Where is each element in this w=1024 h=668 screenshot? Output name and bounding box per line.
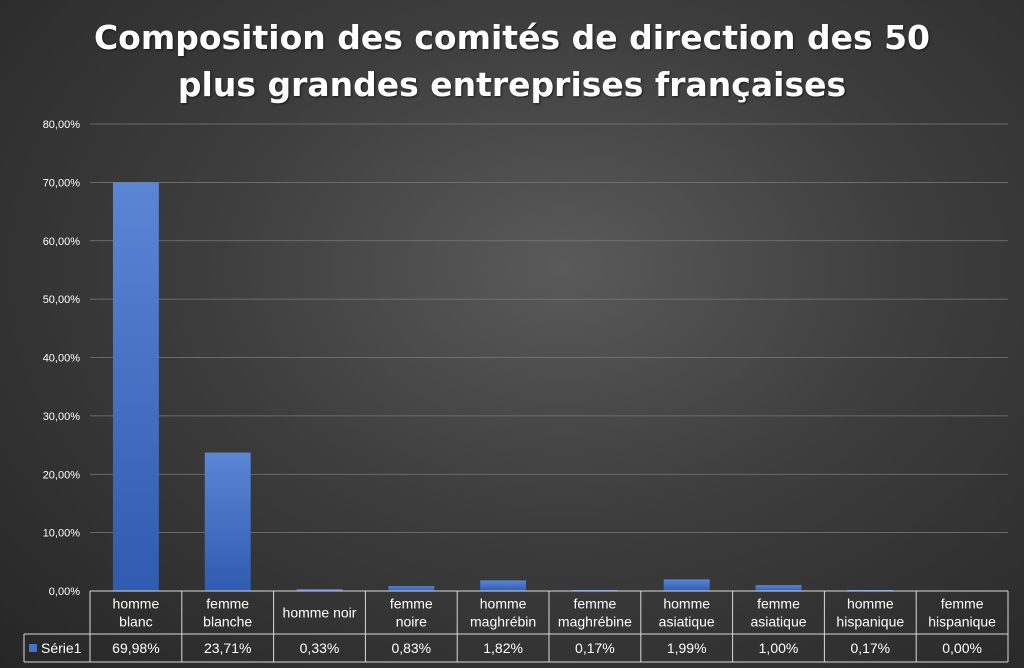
table-value: 0,33%	[300, 640, 340, 656]
category-label: blanc	[119, 614, 152, 630]
table-value: 23,71%	[204, 640, 251, 656]
table-value: 0,17%	[850, 640, 890, 656]
category-label: maghrébin	[470, 614, 536, 630]
bar	[204, 452, 251, 591]
y-tick-label: 80,00%	[43, 119, 81, 131]
category-label: homme	[663, 596, 710, 612]
category-label: homme	[480, 596, 527, 612]
y-tick-label: 70,00%	[43, 177, 81, 189]
table-value: 69,98%	[112, 640, 159, 656]
category-label: blanche	[203, 614, 252, 630]
y-tick-label: 50,00%	[43, 294, 81, 306]
table-value: 1,99%	[667, 640, 707, 656]
category-label: maghrébine	[558, 614, 632, 630]
category-label: homme	[847, 596, 894, 612]
table-value: 0,83%	[391, 640, 431, 656]
table-value: 0,17%	[575, 640, 615, 656]
bar	[663, 579, 710, 591]
category-label: femme	[574, 596, 617, 612]
category-label: femme	[941, 596, 984, 612]
bar	[112, 182, 159, 591]
category-label: asiatique	[659, 614, 715, 630]
chart-title: Composition des comités de direction des…	[0, 14, 1024, 108]
category-label: homme noir	[283, 605, 357, 621]
chart-title-line-2: plus grandes entreprises françaises	[177, 65, 847, 104]
chart-title-line-1: Composition des comités de direction des…	[93, 18, 931, 57]
category-label: asiatique	[750, 614, 806, 630]
y-tick-label: 60,00%	[43, 236, 81, 248]
y-tick-label: 20,00%	[43, 469, 81, 481]
y-tick-label: 30,00%	[43, 411, 81, 423]
legend-key	[29, 644, 37, 652]
bar	[480, 580, 527, 591]
table-value: 1,82%	[483, 640, 523, 656]
y-tick-label: 40,00%	[43, 353, 81, 365]
bar	[388, 586, 435, 591]
table-value: 1,00%	[759, 640, 799, 656]
category-label: noire	[396, 614, 427, 630]
category-label: femme	[206, 596, 249, 612]
series-name: Série1	[41, 640, 82, 656]
category-label: hispanique	[928, 614, 996, 630]
category-label: femme	[757, 596, 800, 612]
bar	[296, 589, 343, 591]
y-tick-label: 0,00%	[49, 586, 80, 598]
category-label: femme	[390, 596, 433, 612]
category-label: hispanique	[836, 614, 904, 630]
table-value: 0,00%	[942, 640, 982, 656]
y-tick-label: 10,00%	[43, 528, 81, 540]
category-label: homme	[113, 596, 160, 612]
bar	[755, 585, 802, 591]
